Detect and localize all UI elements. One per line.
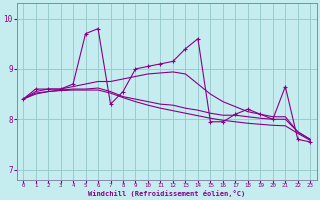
X-axis label: Windchill (Refroidissement éolien,°C): Windchill (Refroidissement éolien,°C): [88, 190, 245, 197]
